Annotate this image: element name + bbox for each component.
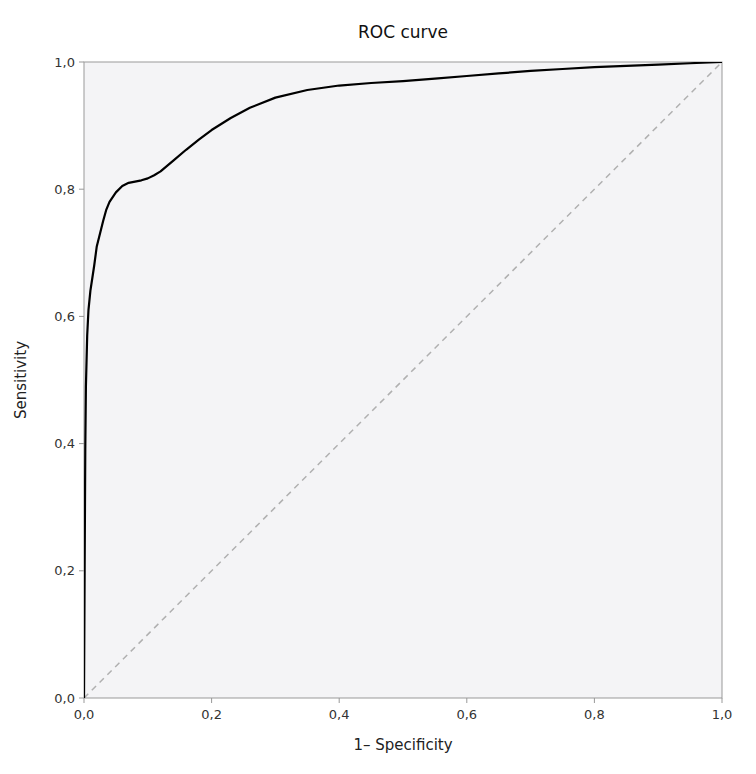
x-tick-label: 0,4 xyxy=(329,707,350,722)
y-tick xyxy=(79,570,84,571)
x-tick xyxy=(594,698,595,703)
y-tick-label: 0,6 xyxy=(54,309,75,324)
y-tick-label: 0,2 xyxy=(54,563,75,578)
reference-line xyxy=(84,62,722,698)
axes: 0,0 0,2 0,4 0,6 0,8 1,0 0,0 0,2 0,4 0,6 0,8 1,0 xyxy=(54,55,732,723)
y-axis-label: Sensitivity xyxy=(12,341,30,419)
title: ROC curve xyxy=(358,22,448,42)
y-tick xyxy=(79,698,84,699)
x-tick-label: 0,8 xyxy=(584,707,605,722)
chart: 0,0 0,2 0,4 0,6 0,8 1,0 0,0 0,2 0,4 0,6 0,8 1,0 1– S… xyxy=(0,0,756,774)
x-tick-label: 1,0 xyxy=(712,707,733,722)
plot-area xyxy=(84,62,722,698)
y-tick xyxy=(79,316,84,317)
y-tick xyxy=(79,189,84,190)
frame xyxy=(84,62,722,698)
x-tick xyxy=(466,698,467,703)
x-tick xyxy=(84,698,85,703)
x-tick-label: 0,0 xyxy=(74,707,95,722)
y-tick-label: 1,0 xyxy=(54,55,75,70)
y-tick-label: 0,8 xyxy=(54,182,75,197)
x-tick xyxy=(339,698,340,703)
y-tick xyxy=(79,443,84,444)
x-tick xyxy=(211,698,212,703)
x-tick-label: 0,6 xyxy=(456,707,477,722)
roc-curve xyxy=(84,62,722,698)
data-layer xyxy=(84,62,722,698)
x-axis-label: 1– Specificity xyxy=(353,736,452,754)
y-tick-label: 0,4 xyxy=(54,436,75,451)
y-tick-label: 0,0 xyxy=(54,691,75,706)
y-tick xyxy=(79,62,84,63)
x-tick-label: 0,2 xyxy=(201,707,222,722)
x-tick xyxy=(722,698,723,703)
